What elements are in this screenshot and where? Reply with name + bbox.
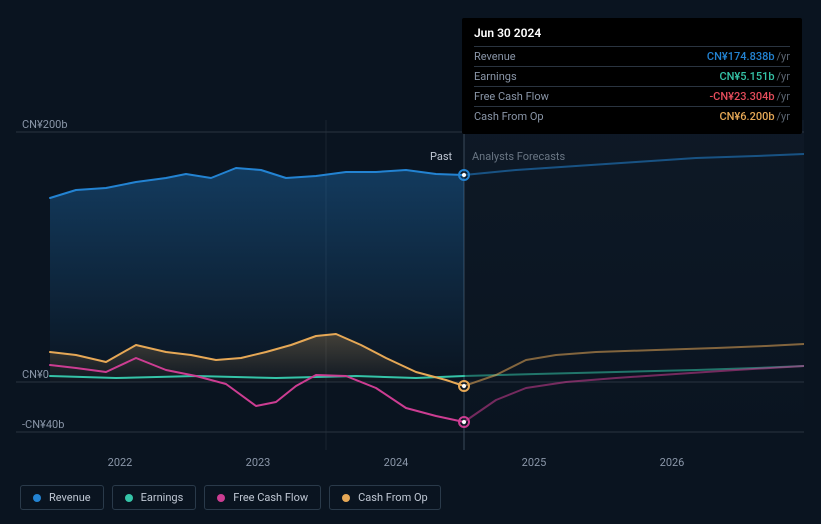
legend-dot-icon: [33, 494, 41, 502]
x-axis-label: 2024: [384, 456, 409, 469]
legend-item-cash-from-op[interactable]: Cash From Op: [329, 485, 441, 510]
y-axis-label: CN¥0: [22, 368, 49, 381]
legend-dot-icon: [342, 494, 350, 502]
chart-area: CN¥200bCN¥0-CN¥40b 20222023202420252026 …: [16, 120, 804, 470]
tooltip-row: Free Cash Flow -CN¥23.304b/yr: [474, 86, 790, 106]
tooltip-metric-label: Free Cash Flow: [474, 90, 549, 103]
x-axis-label: 2026: [660, 456, 685, 469]
y-axis-label: CN¥200b: [22, 118, 68, 131]
tooltip-row: Revenue CN¥174.838b/yr: [474, 46, 790, 66]
tooltip-metric-label: Revenue: [474, 50, 516, 63]
x-axis-label: 2025: [522, 456, 547, 469]
legend-label: Cash From Op: [358, 491, 428, 504]
tooltip-metric-label: Cash From Op: [474, 110, 544, 123]
tooltip-metric-value: CN¥5.151b/yr: [719, 70, 790, 83]
legend-item-revenue[interactable]: Revenue: [20, 485, 104, 510]
x-axis-label: 2023: [246, 456, 271, 469]
x-axis-label: 2022: [108, 456, 133, 469]
tooltip-row: Cash From Op CN¥6.200b/yr: [474, 106, 790, 126]
legend: Revenue Earnings Free Cash Flow Cash From O…: [20, 485, 441, 510]
past-label: Past: [430, 150, 452, 163]
legend-dot-icon: [125, 494, 133, 502]
forecast-label: Analysts Forecasts: [472, 150, 565, 163]
legend-label: Revenue: [49, 491, 91, 504]
legend-dot-icon: [217, 494, 225, 502]
tooltip-metric-label: Earnings: [474, 70, 517, 83]
tooltip-date: Jun 30 2024: [474, 26, 790, 46]
y-axis-label: -CN¥40b: [22, 418, 64, 431]
legend-item-free-cash-flow[interactable]: Free Cash Flow: [204, 485, 321, 510]
legend-item-earnings[interactable]: Earnings: [112, 485, 197, 510]
tooltip-metric-value: -CN¥23.304b/yr: [709, 90, 790, 103]
data-tooltip: Jun 30 2024 Revenue CN¥174.838b/yr Earni…: [462, 18, 802, 134]
tooltip-metric-value: CN¥174.838b/yr: [707, 50, 790, 63]
legend-label: Earnings: [141, 491, 184, 504]
line-chart: [16, 120, 804, 470]
tooltip-row: Earnings CN¥5.151b/yr: [474, 66, 790, 86]
legend-label: Free Cash Flow: [233, 491, 308, 504]
tooltip-metric-value: CN¥6.200b/yr: [719, 110, 790, 123]
